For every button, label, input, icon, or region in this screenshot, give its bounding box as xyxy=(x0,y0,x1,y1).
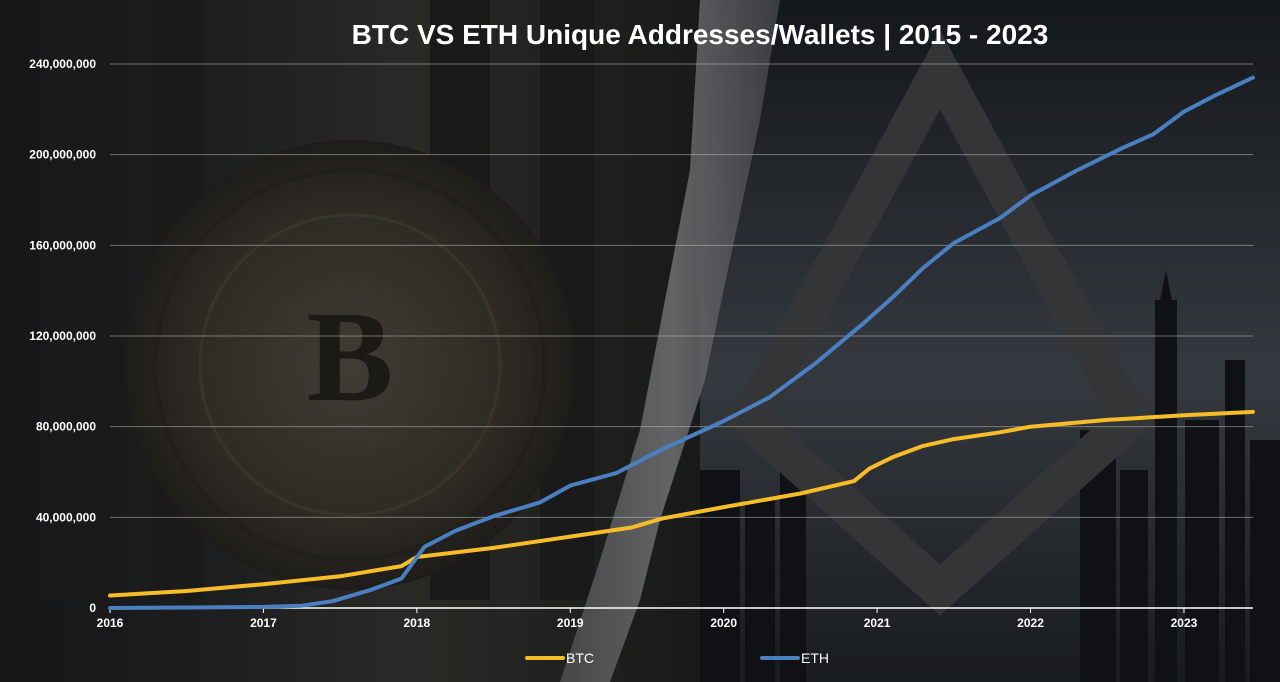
y-tick-label: 0 xyxy=(89,601,96,615)
y-tick-label: 80,000,000 xyxy=(36,420,96,434)
y-tick-label: 120,000,000 xyxy=(29,329,96,343)
x-tick-label: 2017 xyxy=(250,616,277,630)
x-tick-label: 2022 xyxy=(1017,616,1044,630)
btc-coin: B xyxy=(125,140,575,590)
x-axis-tick-labels: 2016 2017 2018 2019 2020 2021 2022 2023 xyxy=(97,616,1198,630)
gridlines xyxy=(110,63,1253,518)
legend-label-btc: BTC xyxy=(566,650,594,666)
series-lines xyxy=(108,75,1255,610)
x-tick-label: 2016 xyxy=(97,616,124,630)
x-tick-label: 2019 xyxy=(557,616,584,630)
y-axis-tick-labels: 0 40,000,000 80,000,000 120,000,000 160,000,… xyxy=(29,57,96,615)
y-tick-label: 200,000,000 xyxy=(29,148,96,162)
coin-bitcoin-icon: B xyxy=(307,285,394,429)
y-tick-label: 160,000,000 xyxy=(29,238,96,252)
legend-label-eth: ETH xyxy=(801,650,829,666)
legend: BTC ETH xyxy=(525,650,829,666)
x-tick-label: 2020 xyxy=(710,616,737,630)
x-tick-label: 2018 xyxy=(403,616,430,630)
series-line-eth xyxy=(108,75,1255,610)
x-tick-label: 2023 xyxy=(1171,616,1198,630)
series-line-btc xyxy=(108,409,1255,598)
x-tick-label: 2021 xyxy=(864,616,891,630)
chart-title: BTC VS ETH Unique Addresses/Wallets | 20… xyxy=(352,19,1049,50)
y-tick-label: 240,000,000 xyxy=(29,57,96,71)
torn-paper-divider xyxy=(560,0,780,682)
y-tick-label: 40,000,000 xyxy=(36,510,96,524)
eth-monument xyxy=(726,30,1154,616)
